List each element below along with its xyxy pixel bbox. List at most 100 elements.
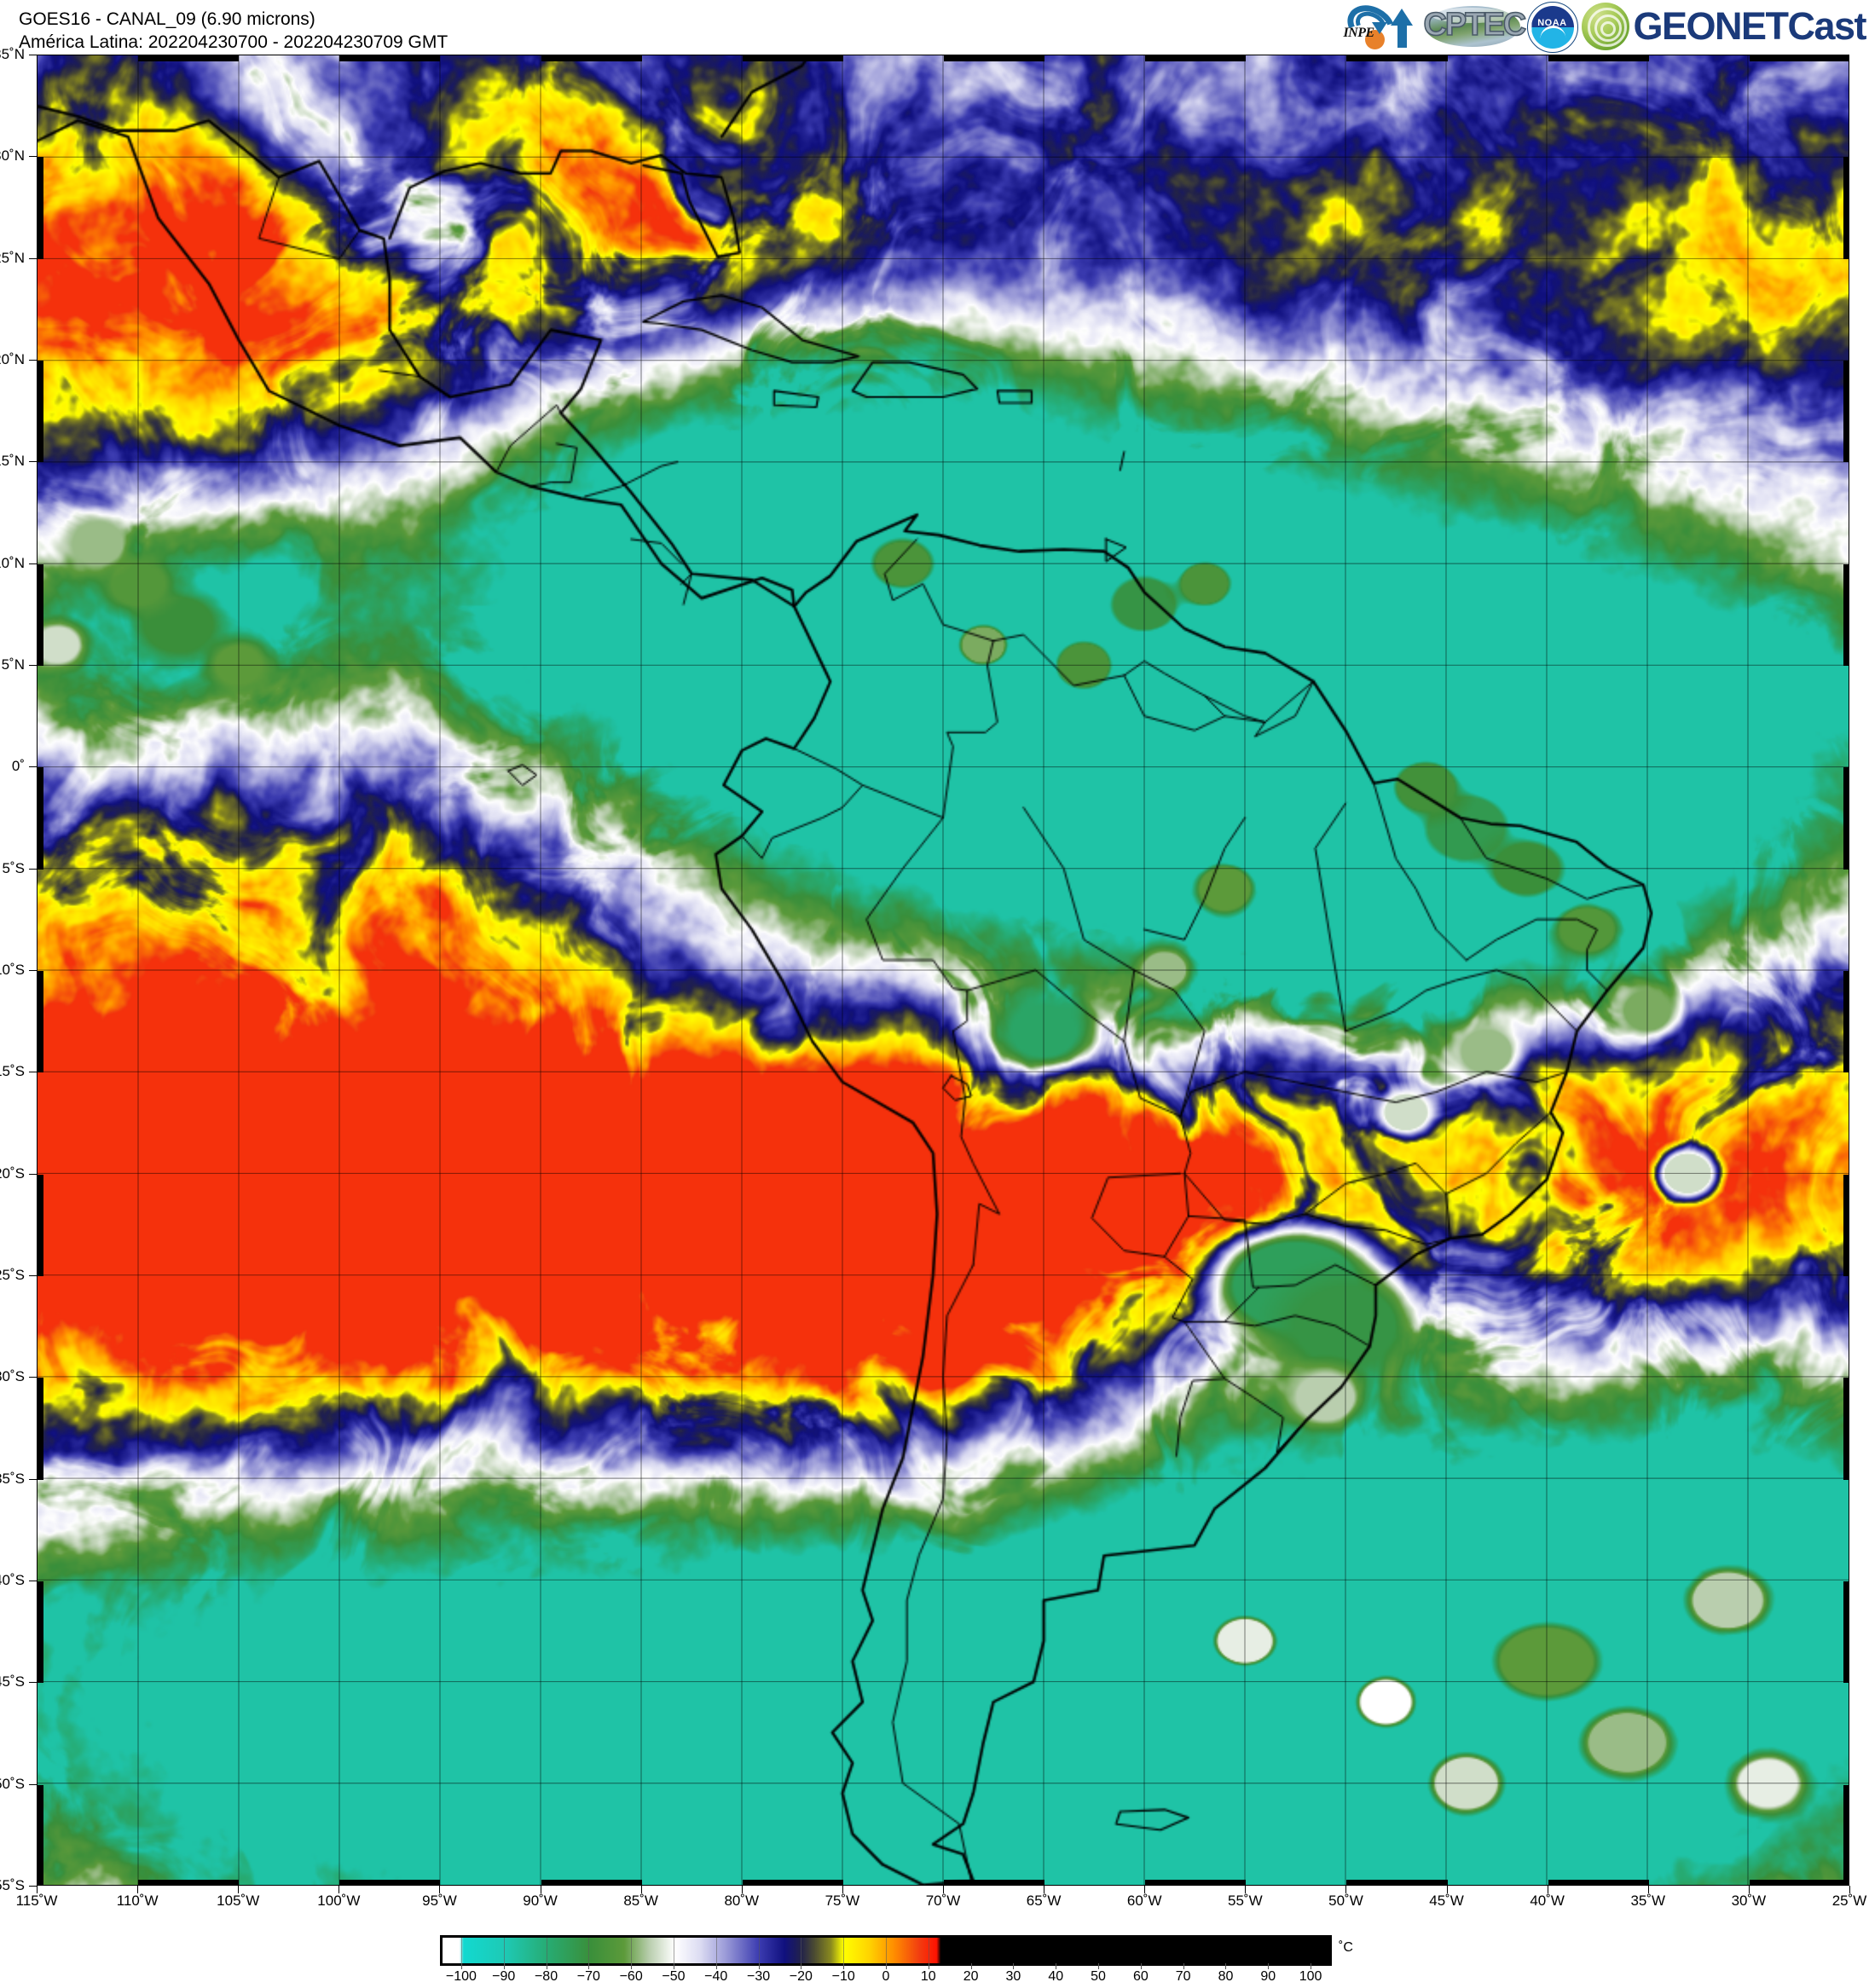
latitude-tick-label: 25˚N (0, 249, 25, 266)
water-vapor-raster (38, 55, 1849, 1885)
longitude-tick (842, 1886, 843, 1893)
frame-band (1145, 1880, 1247, 1885)
noaa-logo-text: NOAA (1537, 18, 1567, 28)
colorbar-tick-label: −20 (789, 1969, 813, 1984)
inpe-orange-dot (1365, 30, 1386, 49)
colorbar-separator (715, 1938, 717, 1963)
colorbar-tick (1225, 1963, 1227, 1969)
longitude-tick (1345, 1886, 1347, 1893)
latitude-tick-label: 55˚S (0, 1877, 25, 1893)
frame-band (38, 1784, 43, 1885)
inpe-logo-text: INPE (1343, 26, 1374, 40)
longitude-tick-label: 110˚W (116, 1893, 159, 1909)
latitude-tick-label: 45˚S (0, 1673, 25, 1690)
longitude-tick-label: 90˚W (523, 1893, 558, 1909)
colorbar-tick (1183, 1963, 1184, 1969)
latitude-tick-label: 10˚S (0, 962, 25, 978)
colorbar-separator (631, 1938, 633, 1963)
longitude-tick (741, 1886, 743, 1893)
latitude-tick-label: 30˚N (0, 147, 25, 165)
colorbar-tick (970, 1963, 972, 1969)
frame-band (944, 1880, 1045, 1885)
colorbar-separator (843, 1938, 845, 1963)
colorbar-tick (1013, 1963, 1015, 1969)
longitude-tick-label: 75˚W (825, 1893, 860, 1909)
longitude-tick-label: 60˚W (1126, 1893, 1162, 1909)
latitude-tick (29, 1275, 37, 1276)
longitude-tick (1245, 1886, 1247, 1893)
frame-band (1346, 1880, 1448, 1885)
longitude-tick (1748, 1886, 1750, 1893)
latitude-tick-label: 10˚N (0, 554, 25, 571)
latitude-tick-label: 5˚S (2, 859, 25, 876)
latitude-tick (29, 970, 37, 971)
frame-band (339, 55, 441, 61)
colorbar-tick-label: −40 (704, 1969, 728, 1984)
longitude-tick-label: 115˚W (15, 1893, 58, 1909)
inpe-arrow-up-icon (1391, 9, 1414, 26)
frame-band (1548, 1880, 1649, 1885)
cptec-logo: CPTEC (1423, 3, 1527, 49)
frame-band (742, 55, 843, 61)
frame-band (541, 55, 642, 61)
latitude-tick-label: 15˚S (0, 1063, 25, 1080)
frame-band (1145, 55, 1247, 61)
longitude-tick-label: 100˚W (317, 1893, 361, 1909)
map-plot-area: 35˚N 30˚N 25˚N 20˚N 15˚N 10˚N 5˚N 0˚ 5˚S 10˚S 15˚S… (0, 46, 1866, 1909)
frame-band (138, 55, 240, 61)
latitude-tick (29, 868, 37, 870)
colorbar-tick (1098, 1963, 1100, 1969)
longitude-tick-label: 45˚W (1429, 1893, 1464, 1909)
colorbar-tick-label: 20 (963, 1969, 979, 1984)
longitude-tick (238, 1886, 240, 1893)
map-frame[interactable] (37, 55, 1849, 1886)
frame-band (38, 1581, 43, 1684)
frame-band (1843, 563, 1849, 666)
latitude-tick (29, 156, 37, 158)
inpe-logo: INPE (1340, 0, 1418, 55)
frame-band (339, 1880, 441, 1885)
longitude-tick (137, 1886, 139, 1893)
title-line-product: GOES16 - CANAL_09 (6.90 microns) (19, 9, 315, 29)
colorbar-tick (631, 1963, 633, 1969)
cptec-globe-sheen (1432, 8, 1513, 23)
longitude-tick (1849, 1886, 1850, 1893)
latitude-tick (29, 1886, 37, 1887)
frame-band (1346, 55, 1448, 61)
frame-band (1843, 1378, 1849, 1480)
colorbar-tick-label: −10 (831, 1969, 855, 1984)
geonetcast-logo: GEONETCast (1582, 2, 1866, 51)
frame-band (1843, 1784, 1849, 1885)
latitude-tick-label: 40˚S (0, 1572, 25, 1588)
latitude-tick (29, 1377, 37, 1378)
inpe-arrow-down-icon (1372, 22, 1388, 34)
colorbar-tick (1140, 1963, 1142, 1969)
colorbar-tick-label: −60 (619, 1969, 643, 1984)
frame-band (38, 563, 43, 666)
geonetcast-sphere-icon (1582, 3, 1630, 50)
longitude-tick-label: 30˚W (1731, 1893, 1767, 1909)
colorbar-tick (758, 1963, 760, 1969)
longitude-tick (1446, 1886, 1448, 1893)
colorbar-tick-label: 60 (1132, 1969, 1149, 1984)
latitude-tick (29, 1173, 37, 1175)
colorbar-tick-label: 0 (882, 1969, 890, 1984)
colorbar-box (440, 1935, 1332, 1966)
longitude-tick-label: 95˚W (422, 1893, 457, 1909)
colorbar-tick-label: 10 (920, 1969, 936, 1984)
latitude-tick-label: 5˚N (1, 656, 25, 673)
noaa-logo: NOAA (1527, 2, 1579, 53)
latitude-tick (29, 563, 37, 564)
longitude-tick (439, 1886, 441, 1893)
latitude-tick (29, 257, 37, 259)
latitude-tick (29, 461, 37, 463)
frame-band (1843, 971, 1849, 1073)
title-line-timestamp: América Latina: 202204230700 - 202204230… (19, 32, 448, 52)
colorbar-tick-label: 80 (1218, 1969, 1234, 1984)
frame-band (1843, 1174, 1849, 1276)
colorbar-tick (715, 1963, 717, 1969)
latitude-tick-label: 35˚N (0, 46, 25, 62)
colorbar-unit-label: ˚C (1339, 1940, 1353, 1955)
longitude-tick (640, 1886, 642, 1893)
latitude-tick-label: 0˚ (11, 758, 25, 775)
